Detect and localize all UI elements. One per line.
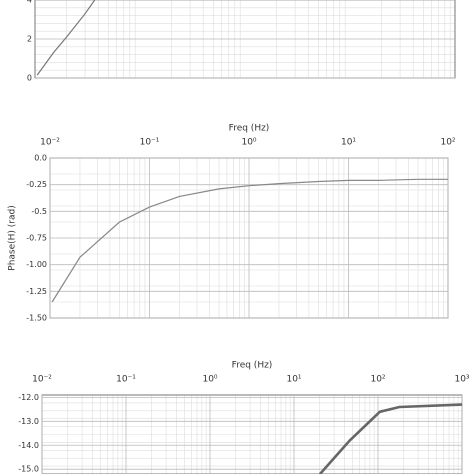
line-series (319, 403, 463, 474)
x-tick-label: 10⁻¹ (116, 375, 136, 385)
y-tick-label: 0.0 (34, 154, 47, 163)
y-tick-label: -0.5 (31, 207, 47, 216)
line-series (51, 178, 448, 303)
y-tick-label: 0 (27, 74, 32, 83)
x-axis-label: Freq (Hz) (232, 361, 273, 371)
x-tick-label: 10³ (454, 375, 469, 385)
x-tick-label: 10⁻¹ (140, 138, 160, 148)
x-tick-label: 10² (370, 375, 385, 385)
x-tick-label: 10⁰ (241, 138, 256, 148)
x-tick-label: 10⁻² (40, 138, 60, 148)
x-tick-label: 10¹ (286, 375, 301, 385)
x-tick-label: 10⁻² (32, 375, 52, 385)
line-series (36, 0, 96, 76)
x-axis-label: Freq (Hz) (229, 124, 270, 134)
y-tick-label: -13.0 (18, 417, 39, 426)
y-tick-label: -0.25 (26, 180, 47, 189)
x-tick-label: 10¹ (341, 138, 356, 148)
y-tick-label: -14.0 (18, 441, 39, 450)
x-tick-label: 10⁰ (202, 375, 217, 385)
y-tick-label: -1.00 (26, 260, 47, 269)
x-tick-label: 10² (440, 138, 455, 148)
y-tick-label: -1.50 (26, 314, 47, 323)
y-tick-label: -12.0 (18, 393, 39, 402)
y-tick-label: 2 (27, 35, 32, 44)
y-tick-label: -0.75 (26, 234, 47, 243)
y-tick-label: -15.0 (18, 465, 39, 474)
y-axis-label: Phase(H) (rad) (8, 205, 18, 270)
y-tick-label: 4 (27, 0, 32, 5)
y-tick-label: -1.25 (26, 287, 47, 296)
